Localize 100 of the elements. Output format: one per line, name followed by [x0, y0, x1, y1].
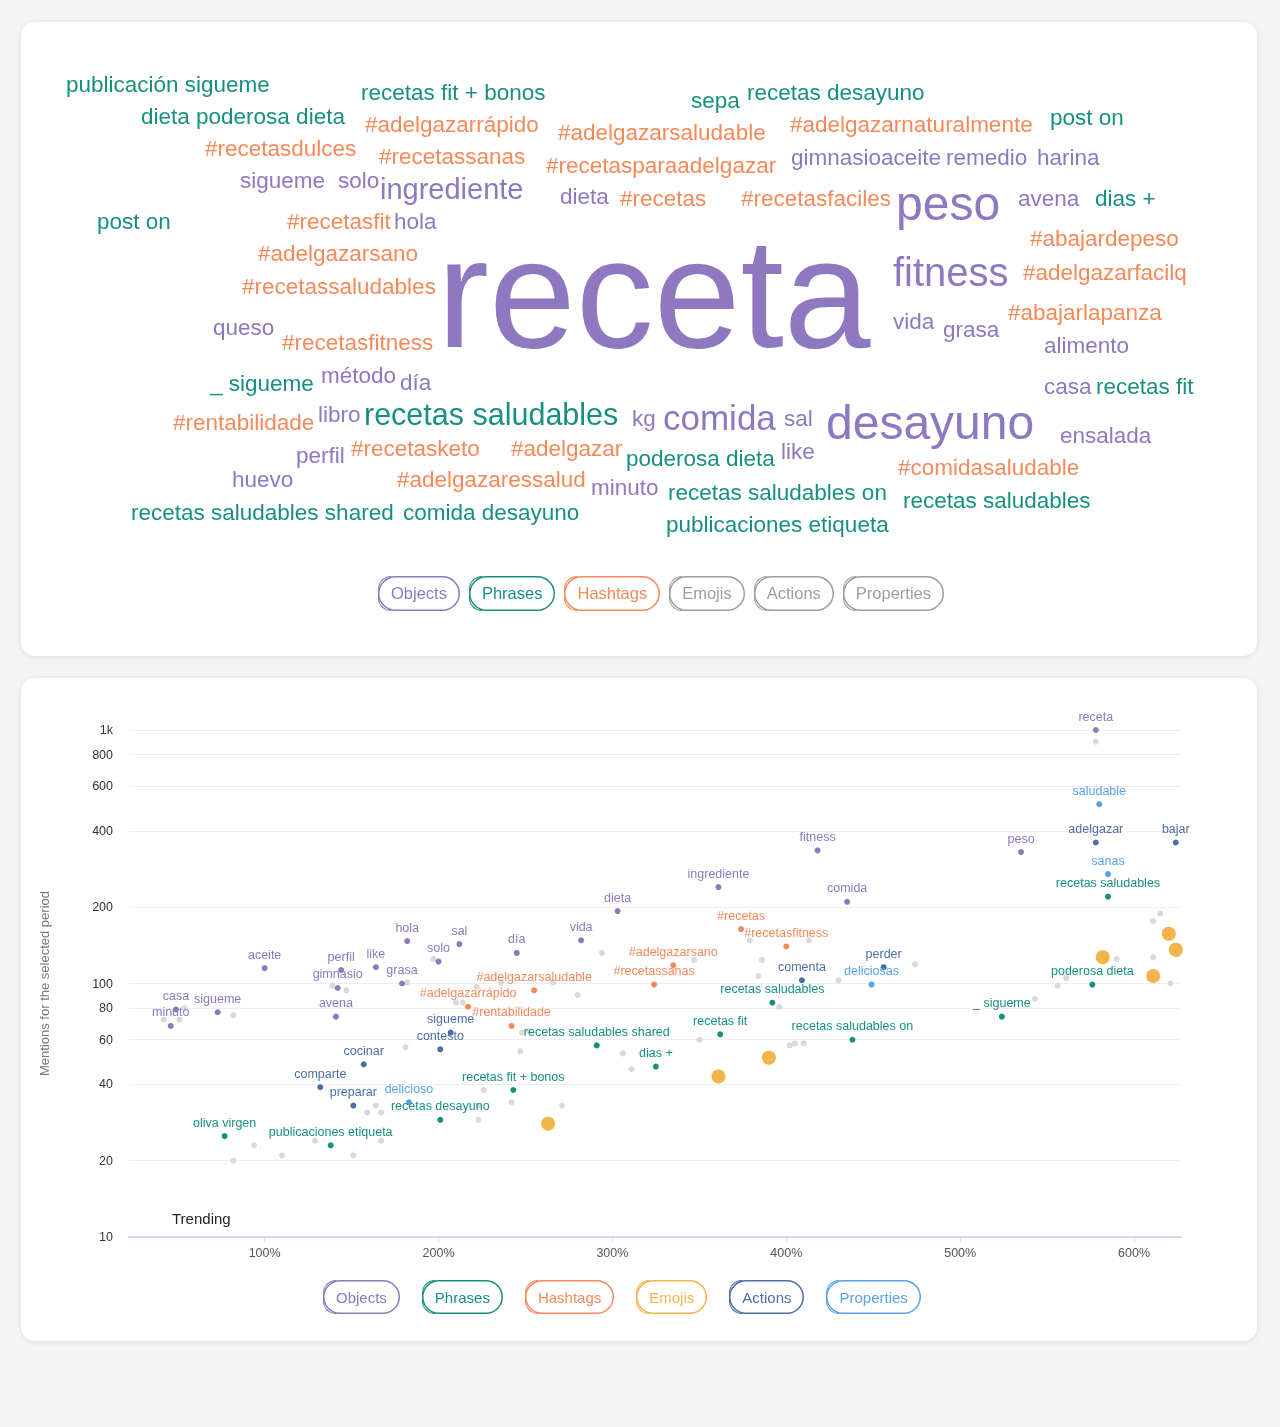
point	[435, 958, 442, 965]
data-label: solo	[427, 941, 451, 956]
point	[911, 961, 918, 968]
point	[1095, 950, 1110, 965]
point	[508, 1022, 515, 1029]
point	[475, 1116, 482, 1123]
text: sepa	[691, 87, 740, 113]
y-tick-label: 1k	[99, 723, 114, 737]
point	[372, 1102, 379, 1109]
point	[798, 977, 805, 984]
data-label: deliciosas	[844, 964, 899, 979]
point	[1167, 980, 1174, 987]
data-label: #adelgazarrápido	[419, 986, 517, 1001]
point	[717, 1031, 724, 1038]
text: #adelgazarnaturalmente	[790, 111, 1033, 137]
data-label: comenta	[777, 959, 826, 974]
point	[1104, 893, 1111, 900]
data-label: avena	[318, 996, 353, 1011]
text: libro	[318, 401, 361, 427]
point	[619, 1050, 626, 1057]
point	[1150, 918, 1157, 925]
data-label: delicioso	[384, 1081, 434, 1096]
text: #recetasdulces	[205, 135, 357, 161]
text: _ sigueme	[210, 370, 314, 396]
text: alimento	[1044, 332, 1130, 358]
point	[1092, 839, 1099, 846]
point	[329, 982, 336, 989]
text: dias +	[1095, 185, 1156, 211]
data-label: publicaciones etiqueta	[268, 1124, 393, 1139]
data-label: sanas	[1091, 853, 1125, 868]
point	[465, 1003, 472, 1010]
data-label: #recetasfitness	[744, 925, 829, 940]
point	[360, 1061, 367, 1068]
point	[1168, 942, 1183, 957]
text: minuto	[591, 474, 659, 500]
text: #adelgazarrápido	[365, 111, 539, 137]
y-tick-label: 600	[92, 779, 114, 794]
point	[800, 1040, 807, 1047]
text: avena	[1018, 185, 1080, 211]
text: remedio	[946, 144, 1028, 170]
text: perfil	[296, 442, 345, 468]
text: publicación sigueme	[66, 71, 270, 97]
point	[513, 949, 520, 956]
legend-label: Phrases	[481, 583, 544, 605]
text: grasa	[943, 316, 1000, 342]
legend-label: Hashtags	[537, 1287, 603, 1308]
data-label: perfil	[327, 949, 355, 964]
x-tick-label: 600%	[1118, 1245, 1151, 1260]
text: sigueme	[240, 167, 326, 193]
text: huevo	[232, 466, 294, 492]
point	[835, 977, 842, 984]
y-tick-label: 40	[99, 1077, 114, 1092]
text: recetas fit + bonos	[361, 79, 546, 105]
point	[221, 1133, 228, 1140]
point	[404, 979, 411, 986]
x-tick-label: 100%	[248, 1245, 281, 1260]
point	[517, 1048, 524, 1055]
text: like	[781, 438, 815, 464]
data-label: grasa	[386, 963, 418, 977]
x-tick-label: 300%	[596, 1245, 629, 1260]
text: #comidasaludable	[898, 454, 1080, 480]
point	[868, 981, 875, 988]
point	[769, 999, 776, 1006]
point	[755, 973, 762, 980]
data-label: #recetassanas	[613, 964, 695, 979]
point	[251, 1142, 258, 1149]
text: queso	[213, 314, 275, 340]
data-label: _ sigueme	[972, 996, 1031, 1011]
point	[614, 908, 621, 915]
point	[399, 980, 405, 987]
data-label: preparar	[329, 1085, 377, 1100]
text: aceite	[881, 144, 942, 170]
text: ingrediente	[380, 173, 524, 206]
y-tick-label: 100	[92, 976, 114, 991]
y-tick-label: 400	[92, 823, 114, 838]
point	[1054, 982, 1061, 989]
data-label: gimnasio	[312, 967, 363, 982]
point	[558, 1102, 565, 1109]
text: comida desayuno	[403, 499, 580, 525]
legend-label: Emojis	[649, 1287, 696, 1308]
point	[1031, 995, 1038, 1002]
text: recetas saludables on	[668, 479, 887, 505]
y-tick-label: 200	[92, 900, 114, 915]
point	[160, 1016, 167, 1023]
point	[696, 1036, 703, 1043]
point	[758, 956, 765, 963]
data-label: poderosa dieta	[1050, 964, 1134, 979]
point	[1157, 910, 1164, 917]
text: #recetassaludables	[242, 273, 436, 299]
point	[332, 1013, 339, 1020]
text: comida	[663, 398, 776, 438]
text: recetas desayuno	[747, 79, 925, 105]
data-label: casa	[162, 988, 190, 1003]
point	[334, 985, 341, 991]
text: #recetasketo	[351, 435, 480, 461]
point	[317, 1084, 324, 1091]
x-tick-label: 500%	[944, 1245, 977, 1260]
point	[378, 1109, 385, 1116]
text: recetas fit	[1096, 373, 1194, 399]
point	[1092, 738, 1099, 745]
